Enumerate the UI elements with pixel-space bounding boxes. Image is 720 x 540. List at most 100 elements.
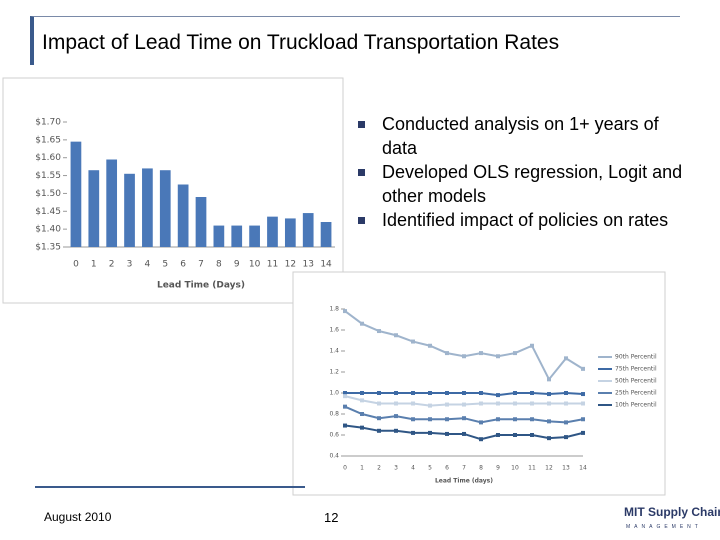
page-number: 12	[324, 510, 339, 525]
x-tick-label: 12	[545, 465, 553, 472]
x-tick-label: 9	[496, 465, 500, 472]
bar	[267, 216, 278, 247]
point	[343, 423, 347, 428]
legend-label: 10th Percentil	[615, 402, 657, 409]
chart-frame	[2, 77, 344, 304]
point	[360, 398, 364, 403]
point	[428, 417, 432, 422]
point	[547, 377, 551, 382]
x-tick-label: 4	[411, 465, 415, 472]
legend-label: 90th Percentil	[615, 354, 657, 361]
point	[513, 433, 517, 437]
bullet: Developed OLS regression, Logit and othe…	[358, 160, 688, 208]
x-tick-label: 10	[511, 465, 519, 472]
point	[428, 391, 432, 395]
point	[343, 394, 347, 399]
point	[343, 391, 347, 395]
point	[547, 436, 551, 441]
point	[564, 391, 568, 395]
y-tick-label: 1.8	[329, 306, 339, 313]
x-tick-label: 0	[343, 465, 347, 472]
point	[462, 416, 466, 421]
y-tick-label: $1.60	[35, 153, 61, 163]
point	[581, 401, 585, 406]
x-tick-label: 6	[445, 465, 449, 472]
point	[564, 420, 568, 425]
point	[445, 391, 449, 395]
bar	[124, 173, 135, 247]
footer-date: August 2010	[44, 510, 112, 524]
logo-sub: MANAGEMENT	[626, 524, 702, 530]
bar	[106, 159, 118, 247]
point	[343, 404, 347, 409]
x-tick-label: 13	[562, 465, 570, 472]
point	[547, 419, 551, 424]
bullet: Identified impact of policies on rates	[358, 208, 688, 232]
point	[581, 392, 585, 397]
footer-line	[35, 486, 305, 488]
legend-label: 25th Percentil	[615, 390, 657, 397]
point	[394, 414, 398, 419]
point	[360, 425, 364, 430]
point	[377, 391, 381, 395]
x-tick-label: 13	[302, 260, 313, 270]
point	[547, 401, 551, 406]
chart-frame	[292, 271, 666, 496]
y-tick-label: 0.6	[329, 432, 339, 439]
x-tick-label: 11	[267, 260, 278, 270]
point	[496, 354, 500, 359]
point	[411, 391, 415, 395]
x-tick-label: 8	[216, 260, 222, 270]
point	[530, 401, 534, 406]
point	[377, 416, 381, 421]
point	[394, 428, 398, 433]
point	[411, 417, 415, 422]
point	[428, 430, 432, 435]
logo: MIT Supply Chain	[624, 505, 720, 519]
point	[581, 417, 585, 422]
x-tick-label: 2	[377, 465, 381, 472]
legend-label: 50th Percentil	[615, 378, 657, 385]
bullet-text: Developed OLS regression, Logit and othe…	[382, 162, 683, 206]
point	[479, 391, 483, 395]
point	[445, 417, 449, 422]
point	[360, 412, 364, 416]
x-tick-label: 4	[145, 260, 151, 270]
x-tick-label: 6	[180, 260, 186, 270]
x-tick-label: 5	[162, 260, 168, 270]
point	[377, 329, 381, 334]
point	[445, 402, 449, 407]
bullet-list: Conducted analysis on 1+ years of data D…	[358, 112, 688, 232]
y-tick-label: 1.2	[329, 369, 339, 376]
bar	[284, 218, 296, 247]
point	[513, 401, 517, 406]
point	[462, 431, 466, 436]
point	[343, 309, 347, 314]
x-tick-label: 10	[249, 260, 261, 270]
x-tick-label: 1	[91, 260, 97, 270]
y-tick-label: $1.70	[35, 118, 61, 128]
bar	[249, 225, 260, 247]
x-axis-title: Lead Time (days)	[435, 478, 493, 485]
bullet-text: Identified impact of policies on rates	[382, 210, 669, 230]
point	[496, 393, 500, 398]
bullet-text: Conducted analysis on 1+ years of data	[382, 114, 659, 158]
point	[564, 356, 568, 361]
point	[428, 343, 432, 348]
point	[360, 391, 364, 395]
x-tick-label: 0	[73, 260, 79, 270]
y-tick-label: $1.55	[35, 171, 61, 181]
point	[445, 431, 449, 436]
point	[496, 401, 500, 406]
point	[411, 401, 415, 406]
point	[513, 351, 517, 356]
slide-title: Impact of Lead Time on Truckload Transpo…	[42, 31, 560, 54]
point	[547, 392, 551, 397]
y-tick-label: 1.0	[329, 390, 339, 397]
bar	[231, 225, 243, 247]
x-tick-label: 2	[109, 260, 115, 270]
bar	[159, 170, 171, 247]
x-tick-label: 8	[479, 465, 483, 472]
point	[377, 428, 381, 433]
